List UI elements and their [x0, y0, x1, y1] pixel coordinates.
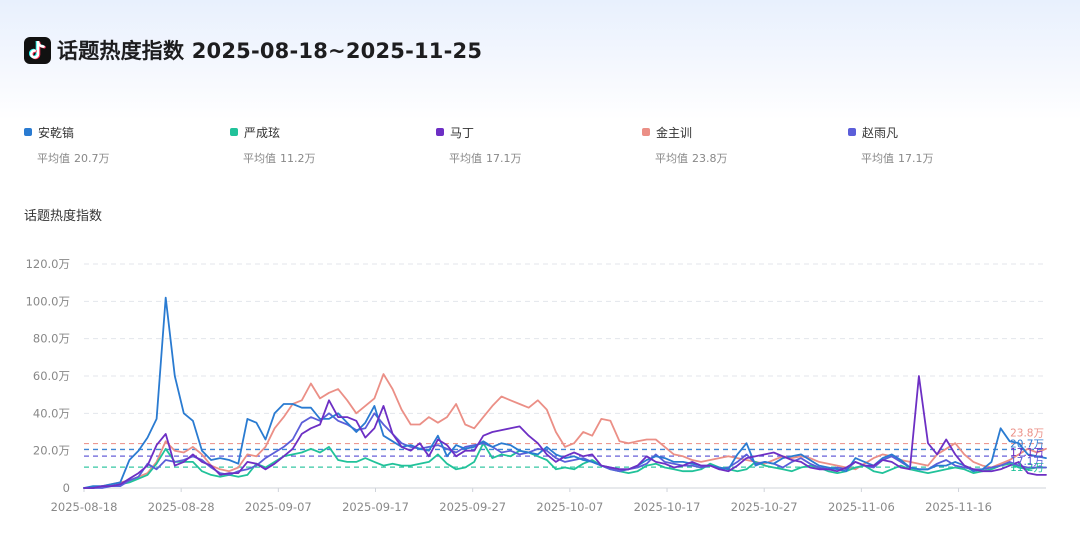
x-tick-label: 2025-09-27	[439, 500, 506, 514]
legend-swatch	[24, 128, 32, 136]
legend-swatch	[848, 128, 856, 136]
y-tick-label: 80.0万	[33, 332, 70, 346]
legend-average: 平均值 17.1万	[861, 150, 934, 166]
page-header: 话题热度指数 2025-08-18~2025-11-25	[24, 34, 482, 66]
legend-average-prefix: 平均值	[655, 152, 688, 165]
legend-average: 平均值 17.1万	[449, 150, 522, 166]
y-tick-label: 100.0万	[26, 294, 70, 308]
page-title: 话题热度指数 2025-08-18~2025-11-25	[57, 39, 483, 63]
x-tick-label: 2025-11-06	[828, 500, 895, 514]
legend-average-value: 11.2万	[280, 152, 316, 165]
legend-series-name: 安乾镐	[38, 125, 75, 140]
x-tick-label: 2025-08-18	[51, 500, 118, 514]
x-tick-label: 2025-10-17	[634, 500, 701, 514]
legend-average-value: 17.1万	[486, 152, 522, 165]
legend-average-prefix: 平均值	[861, 152, 894, 165]
x-tick-label: 2025-11-16	[925, 500, 992, 514]
legend-series-name: 赵雨凡	[862, 125, 899, 140]
series-line	[83, 373, 1047, 489]
y-tick-label: 0	[63, 481, 70, 495]
chart-legend: 安乾镐平均值 20.7万 严成玹平均值 11.2万 马丁平均值 17.1万 金主训平均值 23…	[0, 124, 1080, 174]
series-line	[83, 442, 1047, 489]
legend-average-prefix: 平均值	[37, 152, 70, 165]
tiktok-icon	[24, 36, 51, 64]
legend-average-value: 17.1万	[898, 152, 934, 165]
legend-item[interactable]: 安乾镐平均值 20.7万	[24, 124, 110, 166]
legend-average-prefix: 平均值	[449, 152, 482, 165]
legend-series-name: 严成玹	[244, 125, 281, 140]
legend-series-name: 马丁	[450, 125, 475, 140]
legend-item[interactable]: 金主训平均值 23.8万	[642, 124, 728, 166]
legend-average: 平均值 23.8万	[655, 150, 728, 166]
legend-item[interactable]: 严成玹平均值 11.2万	[230, 124, 316, 166]
y-tick-label: 40.0万	[33, 406, 70, 420]
average-label: 11.2万	[1010, 462, 1044, 474]
chart-title: 话题热度指数	[24, 209, 103, 224]
average-label: 20.7万	[1010, 438, 1044, 450]
x-tick-label: 2025-10-07	[536, 500, 603, 514]
y-tick-label: 120.0万	[26, 257, 70, 271]
series-line	[83, 375, 1047, 489]
x-tick-label: 2025-08-28	[148, 500, 215, 514]
legend-average-prefix: 平均值	[243, 152, 276, 165]
series-line	[83, 412, 1047, 489]
legend-swatch	[642, 128, 650, 136]
legend-average: 平均值 11.2万	[243, 150, 316, 166]
y-tick-label: 20.0万	[33, 444, 70, 458]
legend-average-value: 23.8万	[692, 152, 728, 165]
x-tick-label: 2025-09-07	[245, 500, 312, 514]
average-label: 23.8万	[1010, 428, 1044, 440]
legend-series-name: 金主训	[656, 125, 693, 140]
average-label: 17.1万	[1010, 456, 1044, 468]
x-tick-label: 2025-09-17	[342, 500, 409, 514]
legend-average: 平均值 20.7万	[37, 150, 110, 166]
legend-average-value: 20.7万	[74, 152, 110, 165]
legend-swatch	[436, 128, 444, 136]
y-tick-label: 60.0万	[33, 369, 70, 383]
x-tick-label: 2025-10-27	[731, 500, 798, 514]
legend-item[interactable]: 马丁平均值 17.1万	[436, 124, 522, 166]
legend-swatch	[230, 128, 238, 136]
series-line	[83, 296, 1047, 489]
legend-item[interactable]: 赵雨凡平均值 17.1万	[848, 124, 934, 166]
average-label: 17.1万	[1010, 447, 1044, 459]
